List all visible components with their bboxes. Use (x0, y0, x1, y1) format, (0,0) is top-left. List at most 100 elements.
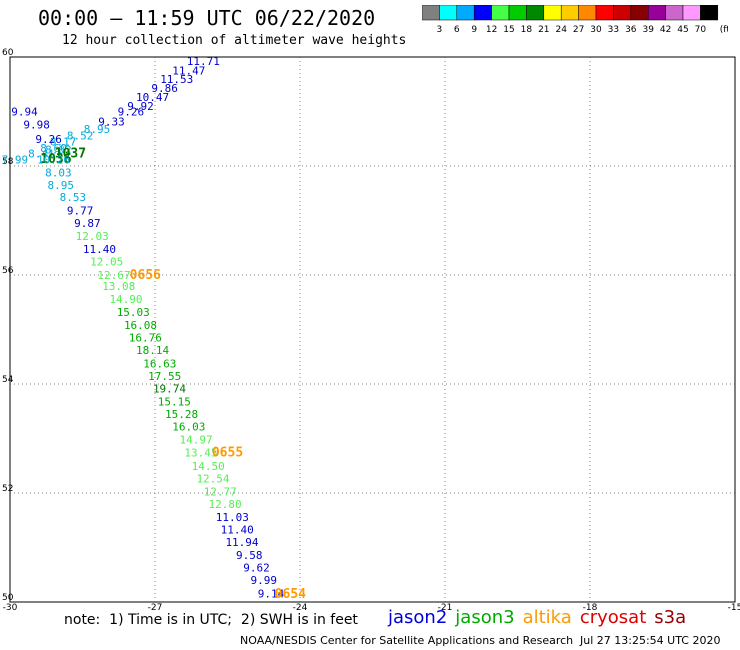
color-scale-tick: 15 (503, 25, 514, 35)
wave-height-label: 13.08 (102, 280, 135, 293)
color-scale-tick: 6 (454, 25, 460, 35)
wave-height-label: 9.92 (127, 100, 154, 113)
color-scale-tick: 24 (555, 25, 567, 35)
color-scale-tick: 18 (521, 25, 533, 35)
wave-height-label: 12.03 (76, 230, 109, 243)
color-scale-tick: 33 (608, 25, 619, 35)
wave-height-label: 11.40 (83, 243, 116, 256)
wave-height-label: 9.14 (258, 587, 285, 600)
satellite-legend-jason3: jason3 (455, 607, 515, 628)
color-scale-tick: 42 (660, 25, 671, 35)
wave-height-label: 8.60 (40, 142, 67, 155)
lon-tick-label: -15 (728, 603, 740, 610)
wave-height-label: 9.26 (35, 133, 62, 146)
satellite-legend-jason2: jason2 (388, 607, 448, 628)
wave-height-label: 9.58 (236, 549, 263, 562)
generated-timestamp: Jul 27 13:25:54 UTC 2020 (580, 634, 721, 647)
color-scale-tick: 45 (677, 25, 688, 35)
wave-height-label: 11.71 (187, 55, 220, 68)
wave-height-label: 8.52 (67, 129, 94, 142)
wave-height-label: 11.40 (221, 524, 254, 537)
wave-height-label: 16.63 (143, 357, 176, 370)
lat-tick-label: 56 (2, 266, 14, 276)
wave-height-label: 17.55 (148, 370, 181, 383)
map-grid (10, 57, 735, 602)
wave-height-label: 1036 (40, 152, 71, 167)
wave-height-label: 19.74 (153, 382, 186, 395)
observation-labels: 11.7111.4711.539.8610.479.929.269.338.95… (2, 55, 307, 602)
wave-height-label: 8.95 (48, 179, 75, 192)
map-tick-labels: -30 -27 -24 -21 -18 -15 60 58 56 54 52 50 (2, 48, 740, 610)
satellite-legend: jason2 jason3 altika cryosat s3a (388, 607, 694, 628)
color-swatch (700, 5, 719, 21)
wave-height-label: 11.53 (160, 73, 193, 86)
lat-tick-label: 58 (2, 157, 14, 167)
wave-height-label: 16.03 (172, 421, 205, 434)
wave-height-label: 8.53 (60, 191, 87, 204)
wave-height-label: 0656 (130, 268, 161, 283)
wave-height-label: 9.99 (251, 574, 278, 587)
agency-credit: NOAA/NESDIS Center for Satellite Applica… (240, 634, 574, 647)
wave-height-label: 11.03 (216, 511, 249, 524)
wave-height-label: 9.98 (23, 119, 50, 132)
wave-height-label: 12.05 (90, 255, 123, 268)
wave-height-label: 11.47 (172, 65, 205, 78)
wave-height-label: 12.67 (97, 269, 130, 282)
color-scale-tick: 36 (625, 25, 637, 35)
wave-height-label: 9.94 (11, 106, 38, 119)
color-scale-tick: 12 (486, 25, 497, 35)
wave-height-label: 16.08 (124, 319, 157, 332)
wave-height-label: 9.77 (67, 205, 94, 218)
wave-height-label: 8.03 (45, 167, 72, 180)
lat-tick-label: 52 (2, 484, 13, 494)
wave-height-label: 8.17 (50, 135, 77, 148)
satellite-legend-cryosat: cryosat (579, 607, 647, 628)
wave-height-label: 10.26 (37, 153, 70, 166)
color-scale-tick: 39 (642, 25, 654, 35)
lat-tick-label: 50 (2, 593, 14, 603)
wave-height-label: 14.97 (180, 434, 213, 447)
wave-height-label: 9.86 (151, 82, 178, 95)
color-scale-unit: (ft) (720, 25, 728, 35)
wave-height-label: 14.50 (192, 460, 225, 473)
lat-tick-label: 60 (2, 48, 14, 58)
wave-height-label: 8.62 (45, 144, 72, 157)
color-scale-tick: 27 (573, 25, 584, 35)
satellite-legend-s3a: s3a (654, 607, 687, 628)
wave-height-label: 11.94 (225, 536, 258, 549)
wave-height-label: 10.47 (136, 91, 169, 104)
footnote: note: 1) Time is in UTC; 2) SWH is in fe… (64, 612, 358, 628)
wave-height-label: 14.90 (109, 293, 142, 306)
wave-height-label: 16.76 (129, 332, 162, 345)
wave-height-label: 8.41 (28, 147, 55, 160)
wave-height-label: 0655 (212, 446, 243, 461)
wave-height-label: 18.14 (136, 344, 169, 357)
lon-tick-label: -30 (3, 603, 18, 610)
lon-tick-label: -24 (293, 603, 308, 610)
color-scale-tick: 3 (437, 25, 443, 35)
lon-tick-label: -21 (438, 603, 453, 610)
wave-height-label: 12.54 (196, 472, 229, 485)
wave-height-label: 9.33 (98, 115, 125, 128)
wave-height-label: 15.03 (117, 306, 150, 319)
color-scale-tick: 21 (538, 25, 549, 35)
wave-height-label: 7.99 (2, 153, 29, 166)
page-title: 00:00 – 11:59 UTC 06/22/2020 (38, 6, 376, 30)
map-frame (9, 56, 736, 603)
satellite-legend-altika: altika (522, 607, 572, 628)
page-subtitle: 12 hour collection of altimeter wave hei… (62, 33, 407, 48)
wave-height-label: 9.62 (243, 562, 270, 575)
color-scale-tick: 70 (695, 25, 707, 35)
lon-tick-label: -18 (583, 603, 598, 610)
wave-height-label: 8.95 (84, 123, 111, 136)
wave-height-label: 9.87 (74, 217, 101, 230)
wave-height-label: 12.80 (209, 498, 242, 511)
lon-tick-label: -27 (148, 603, 163, 610)
lat-tick-label: 54 (2, 375, 14, 385)
wave-height-label: 12.77 (204, 485, 237, 498)
wave-height-label: 0654 (275, 587, 306, 602)
wave-height-label: 13.45 (184, 447, 217, 460)
wave-height-label: 9.26 (118, 106, 145, 119)
